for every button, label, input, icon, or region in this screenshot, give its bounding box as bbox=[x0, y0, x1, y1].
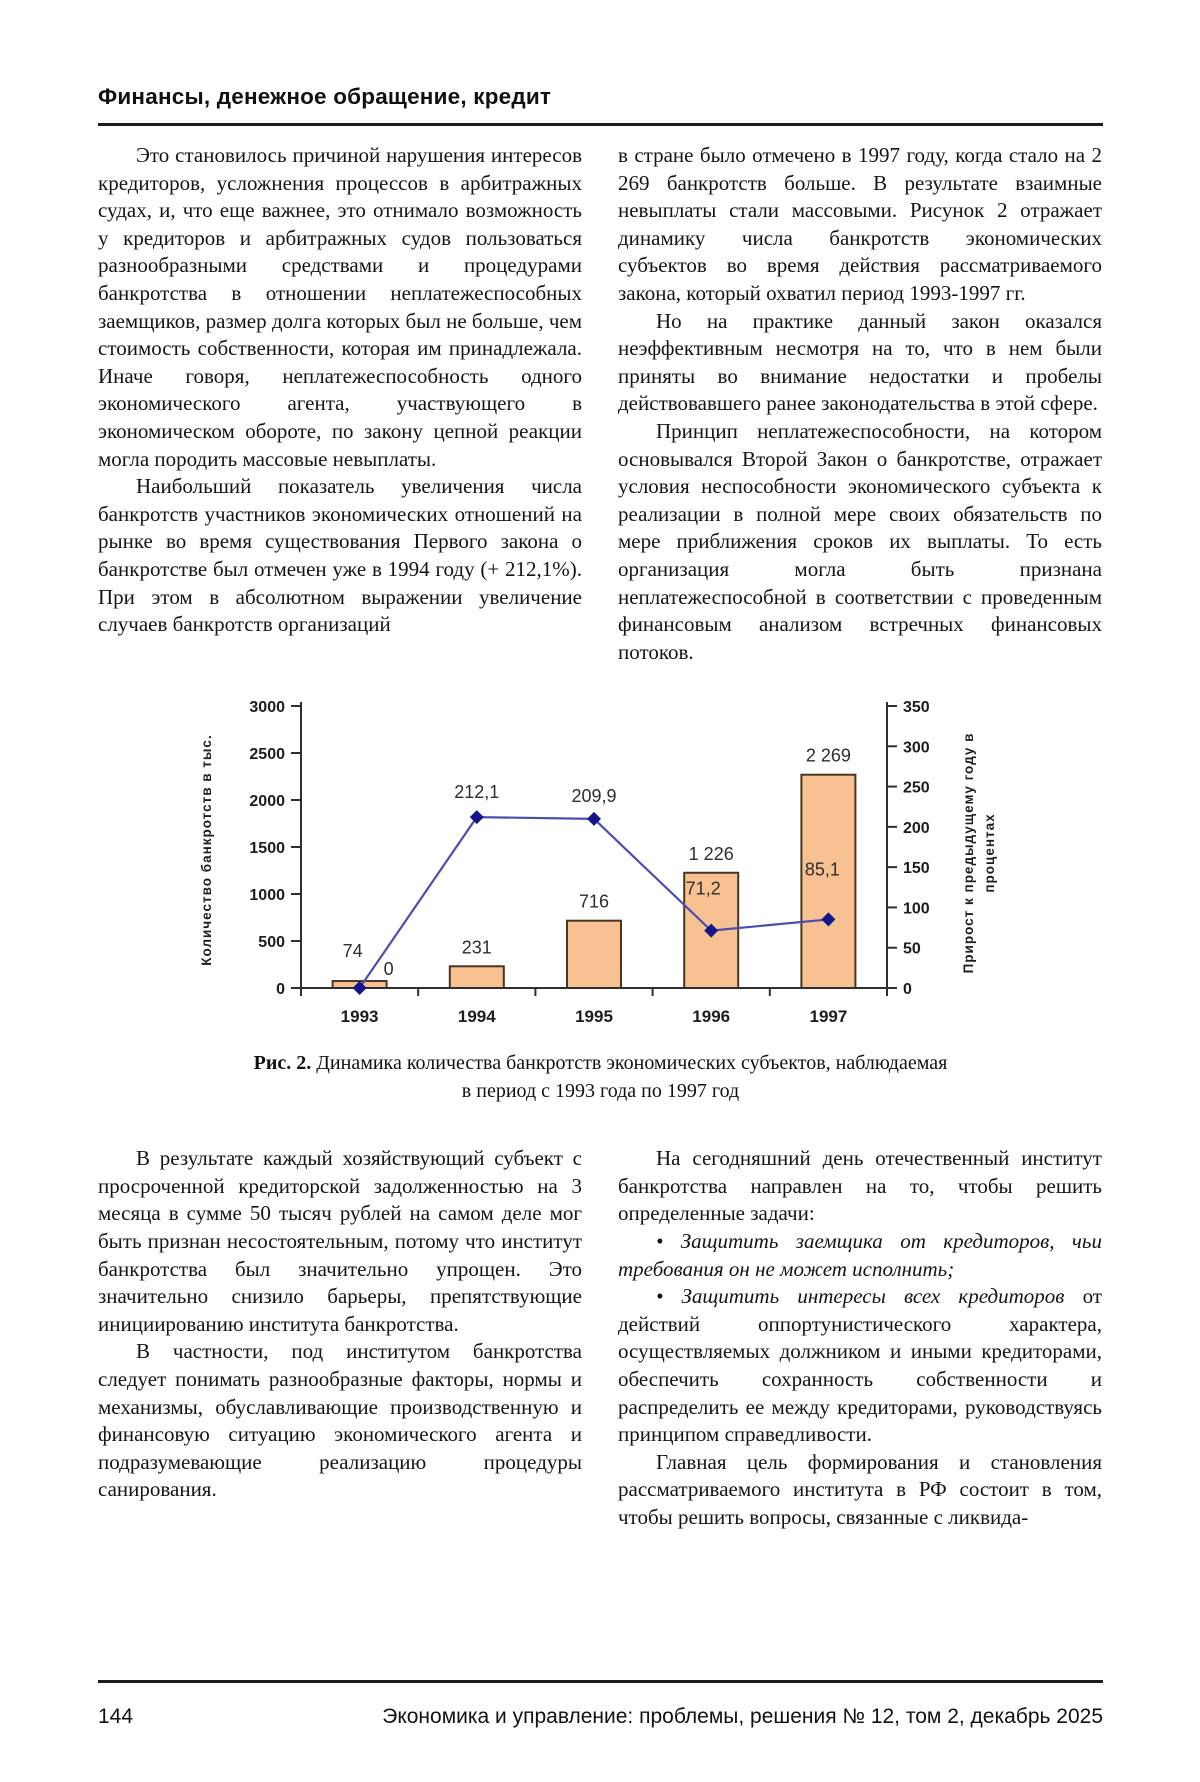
paragraph-insolvency-principle: Принцип неплатежеспособности, на котором… bbox=[618, 418, 1102, 664]
left-tick-label: 500 bbox=[258, 934, 285, 951]
page-footer: 144 Экономика и управление: проблемы, ре… bbox=[98, 1680, 1103, 1729]
top-columns: Это становилось причиной нарушения интер… bbox=[98, 142, 1103, 666]
right-tick-label: 200 bbox=[903, 820, 930, 837]
line-marker-1996 bbox=[703, 923, 718, 938]
bullet-text-regular: от действий оппортунистического характер… bbox=[618, 1284, 1102, 1447]
bullet-item-protect-borrower: • Защитить заемщика от кредиторов, чьи т… bbox=[618, 1228, 1102, 1283]
page-number: 144 bbox=[98, 1705, 134, 1728]
x-tick-label-1994: 1994 bbox=[457, 1007, 495, 1026]
caption-line-1: Рис. 2. Динамика количества банкротств э… bbox=[98, 1049, 1103, 1077]
paragraph-1994-increase: Наибольший показатель увеличения числа б… bbox=[98, 474, 582, 637]
left-tick-label: 2500 bbox=[249, 746, 285, 763]
journal-title: Экономика и управление: проблемы, решени… bbox=[382, 1705, 1103, 1728]
column-right-top: в стране было отмечено в 1997 году, когд… bbox=[618, 142, 1102, 666]
section-title: Финансы, денежное обращение, кредит bbox=[98, 84, 552, 109]
bottom-columns: В результате каждый хозяйствующий субъек… bbox=[98, 1145, 1103, 1531]
line-marker-1995 bbox=[586, 812, 601, 827]
bar-label-1995: 716 bbox=[578, 892, 608, 912]
paragraph-main-goal: Главная цель формирования и становления … bbox=[618, 1449, 1102, 1529]
caption-figure-label: Рис. 2. bbox=[253, 1052, 312, 1075]
chart-caption: Рис. 2. Динамика количества банкротств э… bbox=[98, 1049, 1103, 1105]
bar-label-1994: 231 bbox=[461, 938, 491, 958]
right-tick-label: 50 bbox=[903, 941, 921, 958]
right-tick-label: 100 bbox=[903, 901, 930, 918]
line-label-1993: 0 bbox=[383, 959, 393, 979]
x-tick-label-1995: 1995 bbox=[575, 1007, 613, 1026]
bar-label-1996: 1 226 bbox=[688, 844, 733, 864]
left-tick-label: 1500 bbox=[249, 840, 285, 857]
bar-1994 bbox=[448, 965, 505, 990]
page-container: { "header": { "section_title": "Финансы,… bbox=[0, 84, 1200, 1782]
bullet-item-protect-creditors: • Защитить интересы всех кредиторов от д… bbox=[618, 1283, 1102, 1449]
bar-1995 bbox=[565, 919, 622, 990]
paragraph-1997-continuation: в стране было отмечено в 1997 году, когд… bbox=[618, 143, 1102, 305]
right-tick-label: 150 bbox=[903, 860, 930, 877]
line-marker-1994 bbox=[469, 810, 484, 825]
right-tick-label: 300 bbox=[903, 740, 930, 757]
right-axis-title-line2: процентах bbox=[982, 814, 997, 893]
bar-label-1993: 74 bbox=[342, 941, 362, 961]
bar-1997 bbox=[799, 773, 856, 990]
caption-figure-text: Динамика количества банкротств экономиче… bbox=[311, 1052, 948, 1075]
column-left-top: Это становилось причиной нарушения интер… bbox=[98, 142, 582, 666]
line-label-1996: 71,2 bbox=[685, 879, 720, 899]
right-tick-label: 350 bbox=[903, 699, 930, 716]
line-label-1994: 212,1 bbox=[454, 782, 499, 802]
line-marker-1993 bbox=[352, 981, 367, 996]
page-header: Финансы, денежное обращение, кредит bbox=[98, 84, 1103, 126]
figure-2: 74 231 716 1 226 2 269 0 500 1000 1500 2000 2500 30… bbox=[98, 688, 1103, 1105]
left-axis-title: Количество банкротств в тыс. bbox=[199, 735, 214, 966]
left-tick-label: 1000 bbox=[249, 887, 285, 904]
footer-row: 144 Экономика и управление: проблемы, ре… bbox=[98, 1705, 1103, 1729]
x-tick-label-1996: 1996 bbox=[692, 1007, 730, 1026]
paragraph-debtor-threshold: В результате каждый хозяйствующий субъек… bbox=[98, 1146, 582, 1336]
bar-label-1997: 2 269 bbox=[805, 746, 850, 766]
right-tick-label: 0 bbox=[903, 981, 912, 998]
column-right-bottom: На сегодняшний день отечественный инстит… bbox=[618, 1145, 1102, 1531]
left-tick-label: 2000 bbox=[249, 793, 285, 810]
paragraph-institute-definition: В частности, под институтом банкротства … bbox=[98, 1339, 582, 1502]
line-marker-1997 bbox=[820, 912, 835, 927]
bullet-text-italic: • Защитить интересы всех кредиторов bbox=[656, 1284, 1065, 1309]
column-left-bottom: В результате каждый хозяйствующий субъек… bbox=[98, 1145, 582, 1531]
left-tick-label: 0 bbox=[276, 981, 285, 998]
bullet-text-italic: • Защитить заемщика от кредиторов, чьи т… bbox=[618, 1229, 1102, 1281]
paragraph-causes: Это становилось причиной нарушения интер… bbox=[98, 143, 583, 471]
right-axis-title-line1: Прирост к предыдущему году в bbox=[961, 733, 976, 974]
x-tick-label-1993: 1993 bbox=[340, 1007, 378, 1026]
left-tick-label: 3000 bbox=[249, 699, 285, 716]
line-label-1997: 85,1 bbox=[804, 860, 839, 880]
line-label-1995: 209,9 bbox=[571, 786, 616, 806]
header-rule bbox=[98, 123, 1103, 126]
paragraph-law-ineffective: Но на практике данный закон оказался неэ… bbox=[618, 308, 1102, 416]
footer-rule bbox=[98, 1680, 1103, 1683]
x-tick-label-1997: 1997 bbox=[809, 1007, 847, 1026]
caption-line-2: в период с 1993 года по 1997 год bbox=[461, 1080, 740, 1103]
right-tick-label: 250 bbox=[903, 780, 930, 797]
paragraph-tasks-intro: На сегодняшний день отечественный инстит… bbox=[618, 1146, 1102, 1226]
